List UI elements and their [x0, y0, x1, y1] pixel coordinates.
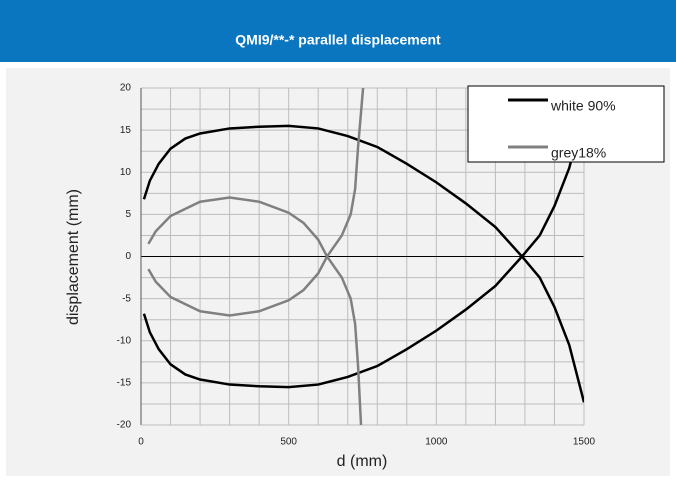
y-tick-label: 15 — [120, 125, 132, 136]
y-tick-label: -15 — [117, 378, 132, 389]
plot — [142, 88, 584, 425]
series-line — [147, 88, 365, 425]
y-tick-label: -5 — [122, 293, 131, 304]
legend-label: grey18% — [551, 145, 606, 161]
series-line — [142, 110, 584, 403]
y-tick-label: -20 — [117, 420, 132, 431]
x-axis-label: d (mm) — [337, 453, 388, 470]
legend-label: white 90% — [550, 98, 616, 114]
x-tick-label: 500 — [280, 437, 297, 448]
y-axis-label: displacement (mm) — [65, 189, 82, 325]
y-tick-label: 20 — [120, 83, 132, 94]
legend-box — [467, 85, 665, 163]
chart-title: QMI9/**-* parallel displacement — [235, 32, 441, 48]
legend: white 90% grey18% — [467, 85, 665, 163]
header-band — [0, 0, 676, 62]
y-tick-label: 0 — [125, 251, 131, 262]
x-tick-label: 1000 — [425, 437, 448, 448]
y-tick-label: 5 — [125, 209, 131, 220]
y-tick-label: -10 — [117, 335, 132, 346]
y-tick-label: 10 — [120, 167, 132, 178]
x-tick-label: 1500 — [573, 437, 596, 448]
x-tick-label: 0 — [138, 437, 144, 448]
